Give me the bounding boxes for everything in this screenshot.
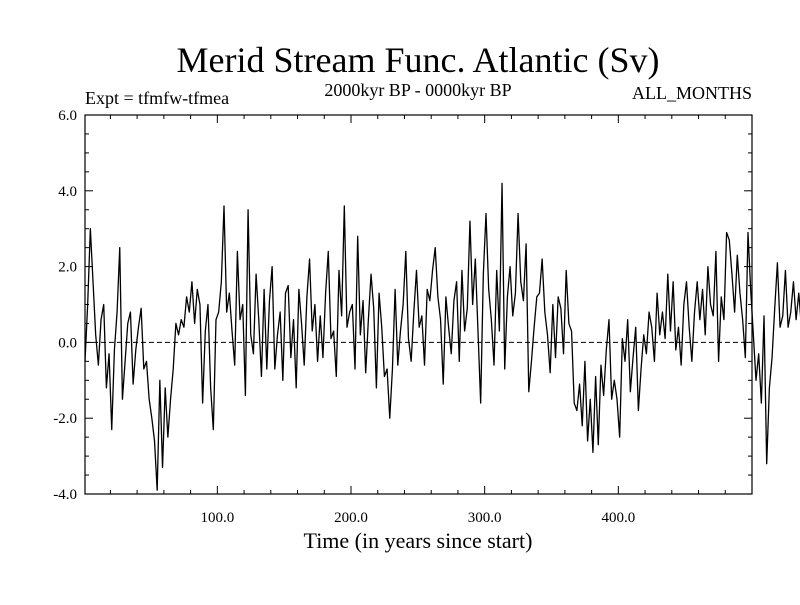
y-tick-label: 6.0 <box>58 108 77 124</box>
chart-subtitle: 2000kyr BP - 0000kyr BP <box>324 80 511 100</box>
y-tick-label: -4.0 <box>53 487 77 503</box>
x-tick-label: 300.0 <box>468 510 502 526</box>
y-tick-label: 0.0 <box>58 335 77 351</box>
x-tick-label: 100.0 <box>200 510 234 526</box>
experiment-label: Expt = tfmfw-tfmea <box>85 88 229 108</box>
chart-title: Merid Stream Func. Atlantic (Sv) <box>177 40 660 80</box>
y-tick-label: -2.0 <box>53 411 77 427</box>
series-line-0 <box>84 182 800 491</box>
months-label: ALL_MONTHS <box>632 83 752 103</box>
plot-frame <box>84 114 753 495</box>
x-axis-label: Time (in years since start) <box>304 528 533 553</box>
x-tick-label: 400.0 <box>601 510 635 526</box>
y-tick-label: 2.0 <box>58 260 77 276</box>
y-tick-label: 4.0 <box>58 184 77 200</box>
x-tick-label: 200.0 <box>334 510 368 526</box>
